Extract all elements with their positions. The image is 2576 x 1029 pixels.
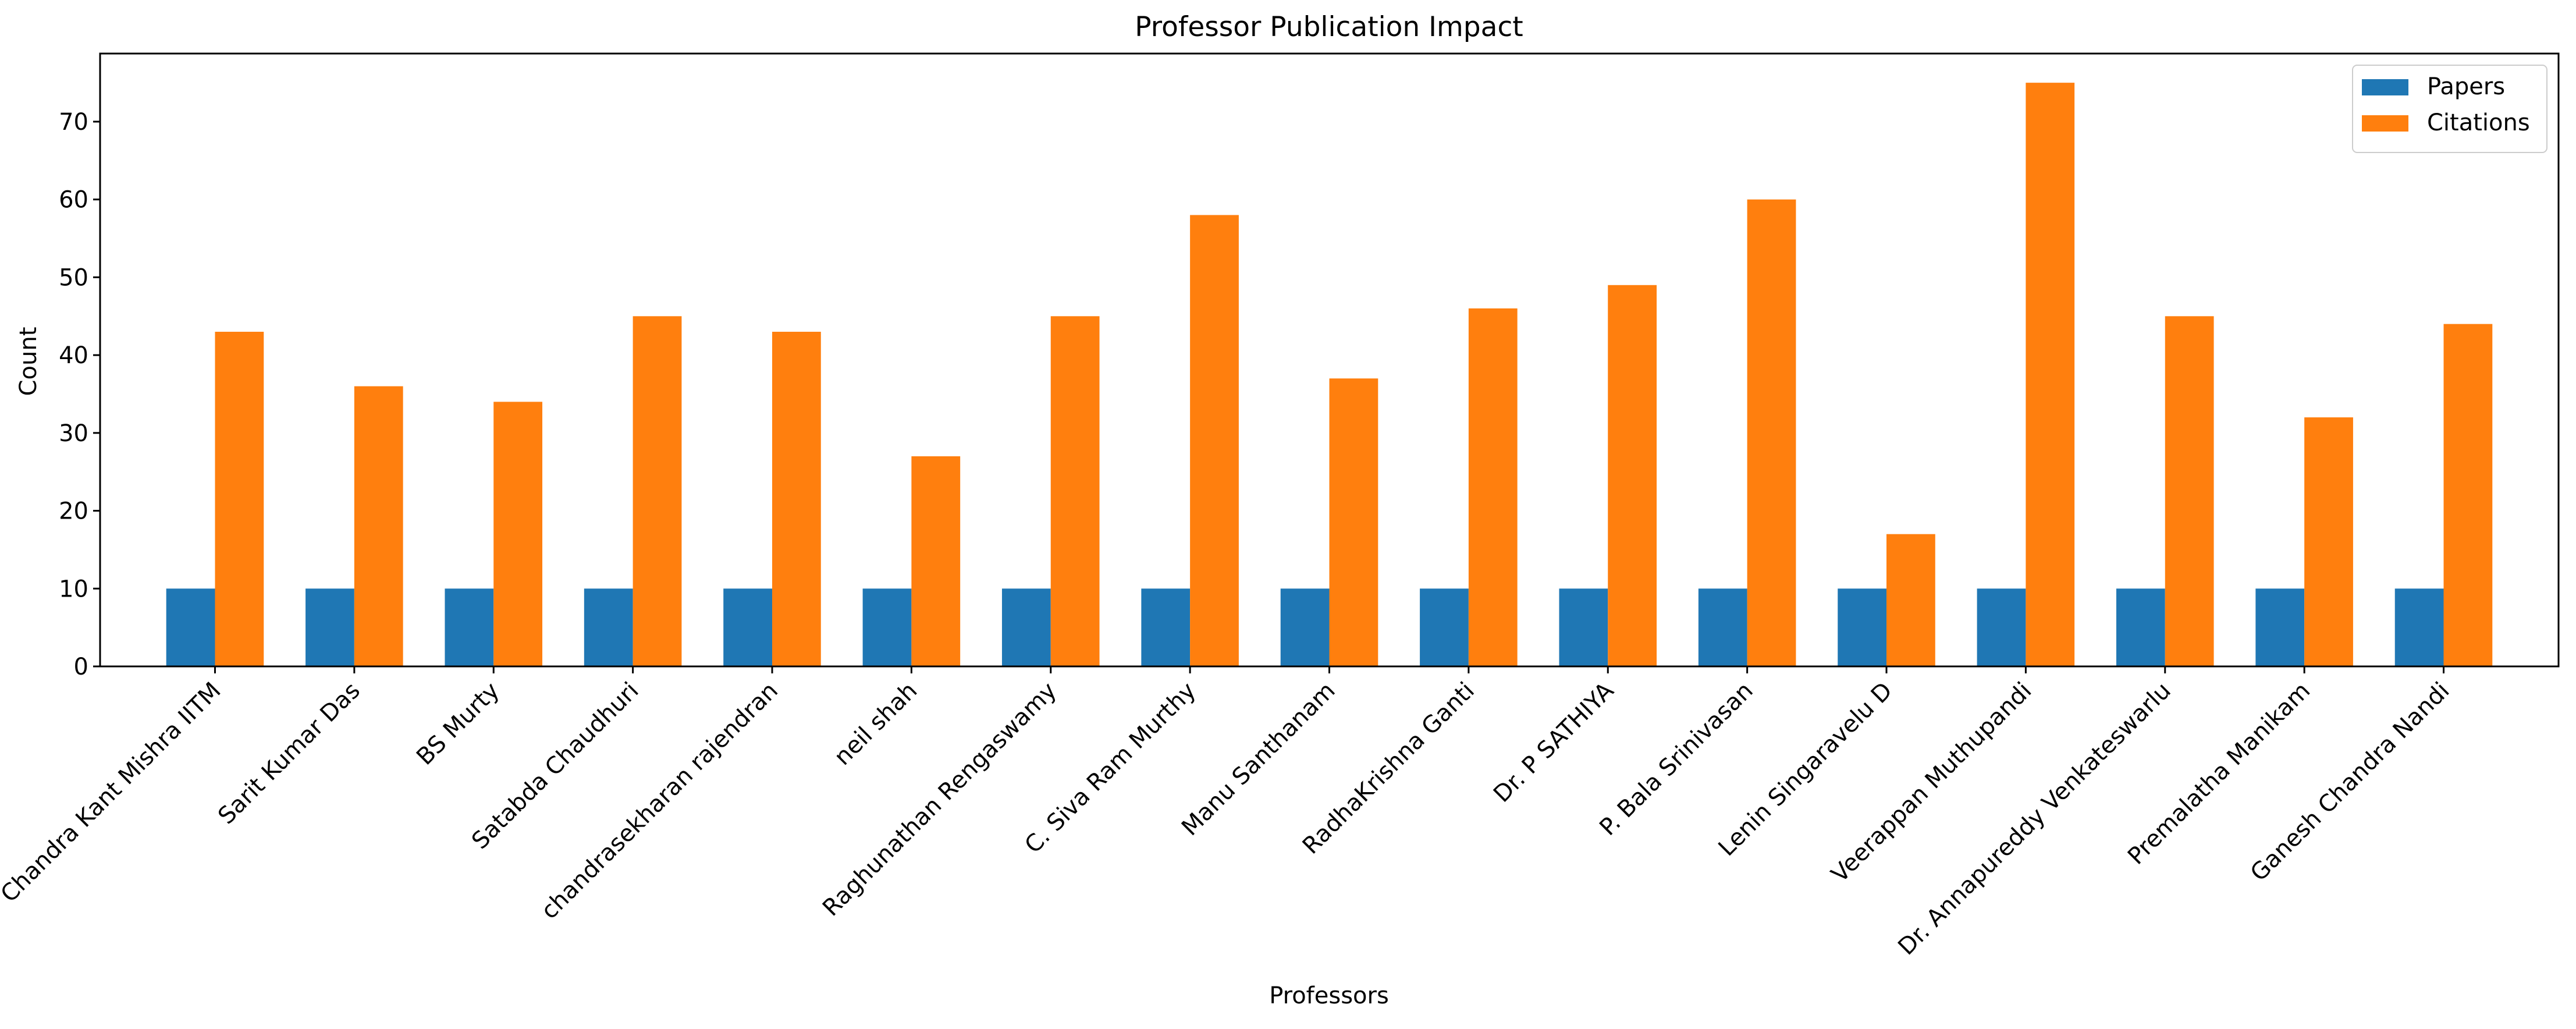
bar-papers-15 [2255, 588, 2305, 666]
x-tick-label: Manu Santhanam [1177, 677, 1340, 841]
bar-citations-3 [633, 316, 682, 666]
y-tick-label: 0 [74, 654, 88, 680]
bar-citations-10 [1608, 285, 1657, 666]
bar-papers-16 [2394, 588, 2444, 666]
x-tick-label: chandrasekharan rajendran [536, 677, 783, 925]
plot-frame [99, 52, 2560, 668]
bar-citations-12 [1886, 534, 1935, 666]
y-tick-label: 70 [59, 109, 88, 136]
x-tick-label: Dr. P SATHIYA [1488, 677, 1619, 808]
bar-papers-2 [445, 588, 494, 666]
x-tick-label: Raghunathan Rengaswamy [818, 677, 1062, 922]
x-tick-label: Dr. Annapureddy Venkateswarlu [1893, 677, 2176, 961]
bar-papers-9 [1420, 588, 1469, 666]
bar-papers-5 [862, 588, 912, 666]
y-tick-label: 30 [59, 420, 88, 447]
y-tick-label: 50 [59, 264, 88, 291]
x-tick-label: BS Murty [411, 677, 504, 771]
x-axis-label: Professors [1269, 982, 1389, 1009]
legend-swatch-papers [2362, 79, 2408, 95]
bar-papers-0 [166, 588, 215, 666]
bar-citations-15 [2304, 417, 2353, 666]
y-axis-label: Count [15, 327, 42, 396]
x-tick-label: P. Bala Srinivasan [1594, 677, 1758, 841]
bar-citations-0 [215, 332, 264, 666]
x-tick-label: Sarit Kumar Das [213, 677, 365, 830]
x-tick-label: Chandra Kant Mishra IITM [0, 677, 226, 908]
legend-label-papers: Papers [2427, 73, 2505, 100]
y-tick-label: 40 [59, 342, 88, 369]
bar-papers-10 [1559, 588, 1608, 666]
legend-swatch-citations [2362, 115, 2408, 132]
bar-papers-4 [723, 588, 772, 666]
bar-citations-9 [1468, 308, 1518, 666]
bar-citations-16 [2443, 324, 2493, 666]
bar-citations-7 [1190, 215, 1239, 667]
y-tick-label: 10 [59, 576, 88, 602]
legend: Papers Citations [2352, 65, 2547, 153]
bars-layer [166, 83, 2493, 667]
bar-papers-8 [1280, 588, 1330, 666]
bar-papers-11 [1698, 588, 1747, 666]
bar-papers-7 [1141, 588, 1191, 666]
bar-citations-8 [1329, 378, 1378, 666]
chart-title: Professor Publication Impact [1135, 11, 1523, 43]
bar-citations-5 [911, 456, 961, 666]
bar-papers-6 [1001, 588, 1051, 666]
bar-citations-6 [1050, 316, 1100, 666]
bar-citations-1 [354, 386, 403, 666]
bar-citations-13 [2026, 83, 2075, 666]
legend-label-citations: Citations [2427, 109, 2530, 136]
bar-citations-4 [772, 332, 821, 666]
bar-papers-13 [1977, 588, 2026, 666]
y-tick-label: 20 [59, 498, 88, 525]
bar-citations-14 [2165, 316, 2214, 666]
x-tick-label: neil shah [829, 677, 922, 771]
y-tick-label: 60 [59, 187, 88, 214]
bar-papers-12 [1838, 588, 1887, 666]
bar-citations-2 [493, 402, 543, 666]
bar-papers-14 [2116, 588, 2165, 666]
bar-citations-11 [1747, 199, 1796, 667]
bar-papers-3 [584, 588, 633, 666]
bar-papers-1 [305, 588, 354, 666]
